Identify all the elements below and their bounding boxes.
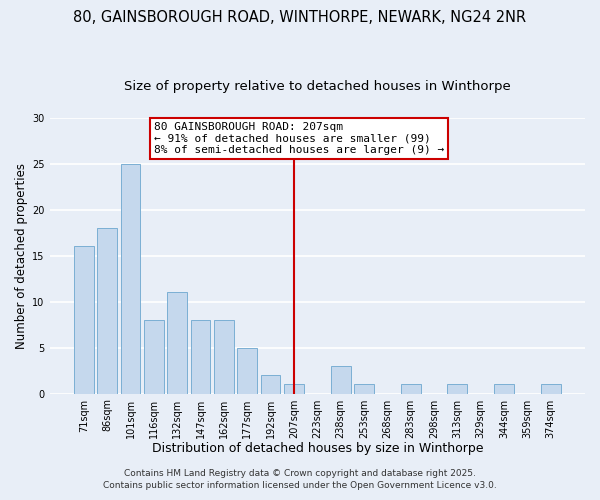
Bar — [494, 384, 514, 394]
Y-axis label: Number of detached properties: Number of detached properties — [15, 162, 28, 348]
Bar — [448, 384, 467, 394]
X-axis label: Distribution of detached houses by size in Winthorpe: Distribution of detached houses by size … — [152, 442, 483, 455]
Bar — [284, 384, 304, 394]
Text: 80 GAINSBOROUGH ROAD: 207sqm
← 91% of detached houses are smaller (99)
8% of sem: 80 GAINSBOROUGH ROAD: 207sqm ← 91% of de… — [154, 122, 444, 155]
Bar — [191, 320, 211, 394]
Bar — [167, 292, 187, 394]
Bar — [214, 320, 234, 394]
Bar — [354, 384, 374, 394]
Bar — [401, 384, 421, 394]
Title: Size of property relative to detached houses in Winthorpe: Size of property relative to detached ho… — [124, 80, 511, 93]
Bar — [237, 348, 257, 394]
Bar — [331, 366, 350, 394]
Text: Contains HM Land Registry data © Crown copyright and database right 2025.
Contai: Contains HM Land Registry data © Crown c… — [103, 468, 497, 490]
Bar — [144, 320, 164, 394]
Bar — [260, 375, 280, 394]
Bar — [97, 228, 117, 394]
Bar — [121, 164, 140, 394]
Bar — [541, 384, 560, 394]
Bar — [74, 246, 94, 394]
Text: 80, GAINSBOROUGH ROAD, WINTHORPE, NEWARK, NG24 2NR: 80, GAINSBOROUGH ROAD, WINTHORPE, NEWARK… — [73, 10, 527, 25]
